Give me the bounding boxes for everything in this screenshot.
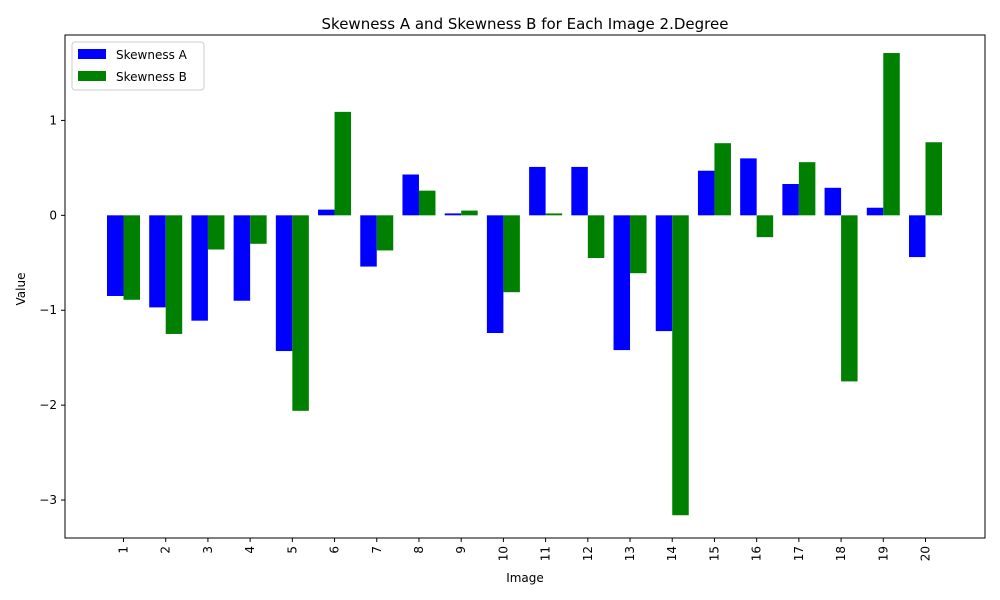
bars-layer	[107, 53, 942, 516]
bar-skewness-a-18	[824, 187, 842, 216]
bar-skewness-b-14	[672, 215, 689, 516]
x-tick-label: 17	[792, 546, 806, 561]
legend-label-skewness-b: Skewness B	[116, 70, 187, 84]
x-tick-label: 11	[539, 546, 553, 561]
x-axis-label: Image	[506, 571, 544, 585]
bar-skewness-a-7	[360, 215, 377, 267]
bar-skewness-a-3	[191, 215, 208, 321]
bar-skewness-a-19	[866, 207, 884, 216]
y-tick-label: −1	[39, 303, 57, 317]
legend: Skewness A Skewness B	[71, 41, 205, 91]
x-tick-label: 13	[623, 546, 637, 561]
bar-skewness-a-11	[529, 166, 546, 216]
bar-skewness-b-6	[334, 111, 352, 216]
legend-label-skewness-a: Skewness A	[116, 48, 188, 62]
x-tick-label: 7	[370, 546, 384, 554]
bar-skewness-b-9	[461, 210, 478, 216]
x-tick-label: 8	[412, 546, 426, 554]
x-tick-label: 18	[834, 546, 848, 561]
x-tick-label: 3	[201, 546, 215, 554]
bar-skewness-a-14	[655, 215, 673, 332]
bar-skewness-a-9	[444, 213, 462, 216]
x-tick-label: 19	[876, 546, 890, 561]
bar-skewness-b-17	[798, 162, 816, 216]
bar-skewness-b-3	[207, 215, 225, 250]
legend-swatch-skewness-a	[78, 49, 106, 59]
bar-skewness-b-19	[883, 53, 900, 216]
bar-skewness-b-18	[841, 215, 858, 382]
bar-skewness-a-12	[571, 166, 588, 216]
y-tick-label: −2	[39, 398, 57, 412]
bar-skewness-a-15	[697, 170, 715, 216]
bar-skewness-b-7	[376, 215, 394, 251]
bar-skewness-a-4	[233, 215, 251, 301]
y-axis-label: Value	[14, 273, 28, 306]
bar-skewness-a-13	[613, 215, 631, 351]
x-tick-label: 6	[328, 546, 342, 554]
bar-skewness-a-17	[782, 184, 799, 216]
bar-skewness-a-20	[909, 215, 926, 258]
y-tick-label: 1	[49, 113, 57, 127]
bar-skewness-b-4	[250, 215, 267, 244]
y-tick-label: 0	[49, 208, 57, 222]
x-tick-label: 2	[159, 546, 173, 554]
y-axis-ticks: −3 −2 −1 0 1	[39, 113, 65, 507]
bar-skewness-b-13	[630, 215, 647, 274]
x-tick-label: 12	[581, 546, 595, 561]
bar-skewness-b-20	[925, 142, 942, 216]
x-axis-ticks: 1 2 3 4 5 6 7 8 9 10 11 12 13 14 15 16 17 18 19 20	[117, 538, 933, 561]
x-tick-label: 16	[750, 546, 764, 561]
bar-skewness-b-5	[292, 215, 309, 411]
bar-skewness-a-8	[402, 174, 419, 216]
bar-skewness-a-6	[318, 209, 335, 216]
x-tick-label: 1	[117, 546, 131, 554]
bar-skewness-a-2	[149, 215, 166, 308]
bar-skewness-a-10	[486, 215, 504, 333]
x-tick-label: 15	[707, 546, 721, 561]
x-tick-label: 9	[454, 546, 468, 554]
bar-skewness-b-8	[418, 190, 436, 216]
x-tick-label: 20	[919, 546, 933, 561]
x-tick-label: 5	[285, 546, 299, 554]
legend-swatch-skewness-b	[78, 71, 106, 81]
chart-title: Skewness A and Skewness B for Each Image…	[322, 15, 729, 33]
bar-skewness-b-15	[714, 143, 731, 216]
plot-area-frame	[64, 34, 986, 539]
bar-skewness-a-16	[740, 158, 757, 216]
bar-skewness-b-12	[587, 215, 605, 259]
bar-skewness-b-10	[503, 215, 520, 293]
bar-skewness-b-2	[165, 215, 183, 334]
x-tick-label: 14	[665, 546, 679, 561]
bar-skewness-b-11	[545, 213, 563, 216]
bar-skewness-a-5	[275, 215, 293, 352]
bar-skewness-b-16	[756, 215, 774, 238]
x-tick-label: 4	[243, 546, 257, 554]
bar-skewness-b-1	[123, 215, 140, 300]
x-tick-label: 10	[496, 546, 510, 561]
y-tick-label: −3	[39, 493, 57, 507]
bar-skewness-a-1	[107, 215, 124, 296]
